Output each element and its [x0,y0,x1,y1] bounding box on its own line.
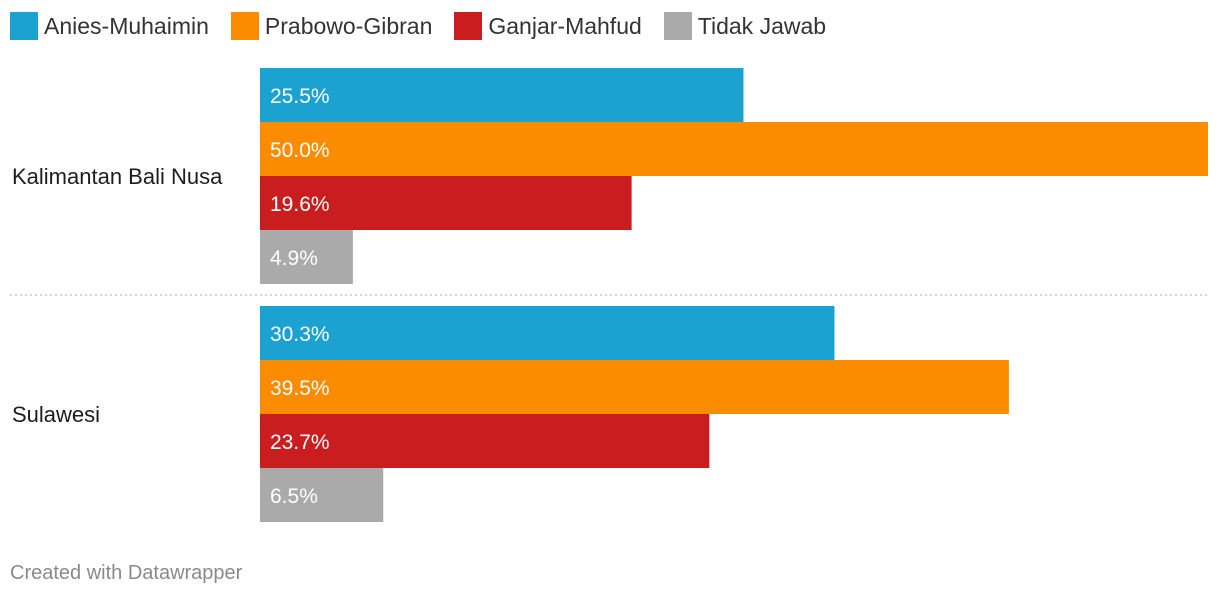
legend-item-anies-muhaimin: Anies-Muhaimin [10,12,209,40]
bar-ganjar-mahfud-kalimantan-bali-nusa [260,176,632,230]
legend-swatch-tidak-jawab [663,12,692,40]
legend-swatch-anies-muhaimin [10,12,38,40]
category-label-sulawesi: Sulawesi [12,402,100,427]
legend-label-ganjar-mahfud: Ganjar-Mahfud [488,12,642,39]
legend-label-anies-muhaimin: Anies-Muhaimin [44,12,209,39]
bar-tidak-jawab-kalimantan-bali-nusa [260,230,353,284]
legend-item-ganjar-mahfud: Ganjar-Mahfud [454,12,642,40]
legend-swatch-prabowo-gibran [230,12,259,40]
legend-label-prabowo-gibran: Prabowo-Gibran [264,12,433,39]
value-label-ganjar-mahfud-sulawesi: 23.7% [270,431,330,454]
legend-swatch-ganjar-mahfud [454,12,483,40]
bar-anies-muhaimin-sulawesi [260,306,835,360]
value-label-prabowo-gibran-kalimantan-bali-nusa: 50.0% [270,139,330,162]
legend-item-prabowo-gibran: Prabowo-Gibran [230,12,433,40]
category-label-kalimantan-bali-nusa: Kalimantan Bali Nusa [12,164,223,189]
chart-legend: Anies-Muhaimin Prabowo-Gibran Ganjar-Mah… [10,10,848,42]
value-label-ganjar-mahfud-kalimantan-bali-nusa: 19.6% [270,193,330,216]
legend-label-tidak-jawab: Tidak Jawab [697,12,827,39]
bar-anies-muhaimin-kalimantan-bali-nusa [260,68,744,122]
value-label-tidak-jawab-kalimantan-bali-nusa: 4.9% [270,247,318,270]
footer-credit: Created with Datawrapper [10,562,243,584]
bar-prabowo-gibran-sulawesi [260,360,1009,414]
value-label-anies-muhaimin-kalimantan-bali-nusa: 25.5% [270,85,330,108]
bar-ganjar-mahfud-sulawesi [260,414,710,468]
legend-item-tidak-jawab: Tidak Jawab [663,12,827,40]
value-label-anies-muhaimin-sulawesi: 30.3% [270,323,330,346]
bar-tidak-jawab-sulawesi [260,468,384,522]
value-label-tidak-jawab-sulawesi: 6.5% [270,485,318,508]
value-label-prabowo-gibran-sulawesi: 39.5% [270,377,330,400]
bar-prabowo-gibran-kalimantan-bali-nusa [260,122,1208,176]
